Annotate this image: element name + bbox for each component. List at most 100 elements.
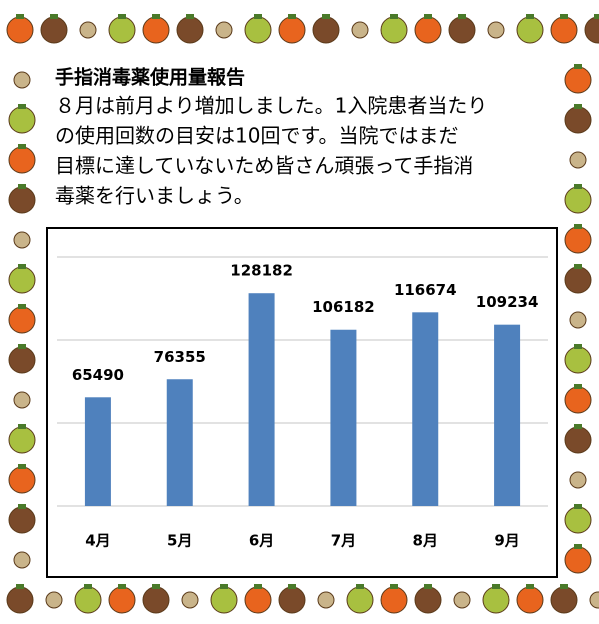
fruit: [80, 22, 96, 38]
fruit: [211, 587, 237, 613]
fruit: [9, 507, 35, 533]
fruit: [585, 17, 599, 43]
fruit-top: [574, 344, 582, 349]
fruit: [109, 17, 135, 43]
fruit: [565, 387, 591, 413]
fruit: [9, 307, 35, 333]
value-label: 116674: [394, 281, 457, 299]
fruit: [7, 17, 33, 43]
fruit: [75, 587, 101, 613]
fruit-top: [18, 104, 26, 109]
x-tick-label: 9月: [494, 532, 519, 550]
fruit: [570, 152, 586, 168]
fruit-top: [574, 264, 582, 269]
chart-frame: [47, 228, 557, 577]
fruit-top: [220, 584, 228, 589]
fruit-top: [84, 584, 92, 589]
fruit-top: [118, 14, 126, 19]
bar: [249, 293, 275, 506]
fruit-top: [390, 584, 398, 589]
fruit: [9, 347, 35, 373]
fruit: [488, 22, 504, 38]
fruit-top: [574, 544, 582, 549]
fruit: [517, 17, 543, 43]
fruit: [551, 587, 577, 613]
fruit: [415, 587, 441, 613]
fruit: [14, 392, 30, 408]
fruit-top: [594, 14, 599, 19]
bar: [412, 312, 438, 506]
bar: [167, 379, 193, 506]
fruit-top: [18, 304, 26, 309]
fruit-top: [254, 14, 262, 19]
fruit-top: [390, 14, 398, 19]
fruit-top: [526, 14, 534, 19]
fruit: [279, 587, 305, 613]
fruit: [454, 592, 470, 608]
fruit-top: [574, 504, 582, 509]
fruit-top: [322, 14, 330, 19]
fruit-top: [574, 64, 582, 69]
fruit-top: [18, 504, 26, 509]
fruit: [41, 17, 67, 43]
fruit: [182, 592, 198, 608]
fruit: [14, 72, 30, 88]
fruit-top: [560, 584, 568, 589]
fruit-top: [18, 424, 26, 429]
fruit: [570, 312, 586, 328]
fruit: [177, 17, 203, 43]
fruit-top: [288, 584, 296, 589]
fruit: [9, 467, 35, 493]
value-label: 65490: [72, 366, 124, 384]
fruit: [565, 227, 591, 253]
fruit: [318, 592, 334, 608]
fruit: [565, 547, 591, 573]
fruit: [109, 587, 135, 613]
fruit-top: [458, 14, 466, 19]
fruit-top: [186, 14, 194, 19]
fruit: [565, 107, 591, 133]
fruit: [9, 107, 35, 133]
chart-title: 手指消毒薬使用量報告: [55, 66, 245, 89]
fruit: [14, 232, 30, 248]
fruit: [313, 17, 339, 43]
fruit-top: [574, 424, 582, 429]
fruit: [9, 187, 35, 213]
value-label: 76355: [154, 348, 206, 366]
fruit-top: [288, 14, 296, 19]
fruit-top: [118, 584, 126, 589]
fruit: [9, 427, 35, 453]
fruit-top: [574, 384, 582, 389]
x-tick-label: 6月: [249, 532, 274, 550]
fruit-top: [492, 584, 500, 589]
x-tick-label: 8月: [413, 532, 438, 550]
fruit: [381, 587, 407, 613]
fruit-top: [16, 584, 24, 589]
fruit-top: [18, 144, 26, 149]
fruit: [565, 427, 591, 453]
body-text: の使用回数の目安は10回です。当院ではまだ: [55, 124, 458, 148]
fruit: [9, 147, 35, 173]
fruit-top: [18, 264, 26, 269]
body-text: 目標に達していないため皆さん頑張って手指消: [55, 154, 473, 178]
fruit: [352, 22, 368, 38]
fruit-top: [356, 584, 364, 589]
fruit: [279, 17, 305, 43]
fruit: [449, 17, 475, 43]
fruit-top: [254, 584, 262, 589]
x-tick-label: 4月: [85, 532, 110, 550]
fruit-top: [574, 184, 582, 189]
fruit-top: [424, 14, 432, 19]
fruit: [570, 472, 586, 488]
bar: [494, 325, 520, 506]
fruit-top: [574, 104, 582, 109]
fruit: [565, 267, 591, 293]
value-label: 109234: [476, 293, 539, 311]
fruit: [9, 267, 35, 293]
fruit: [245, 17, 271, 43]
fruit: [415, 17, 441, 43]
fruit: [517, 587, 543, 613]
body-text: ８月は前月より増加しました。1入院患者当たり: [55, 94, 487, 118]
fruit-top: [560, 14, 568, 19]
fruit-top: [152, 14, 160, 19]
